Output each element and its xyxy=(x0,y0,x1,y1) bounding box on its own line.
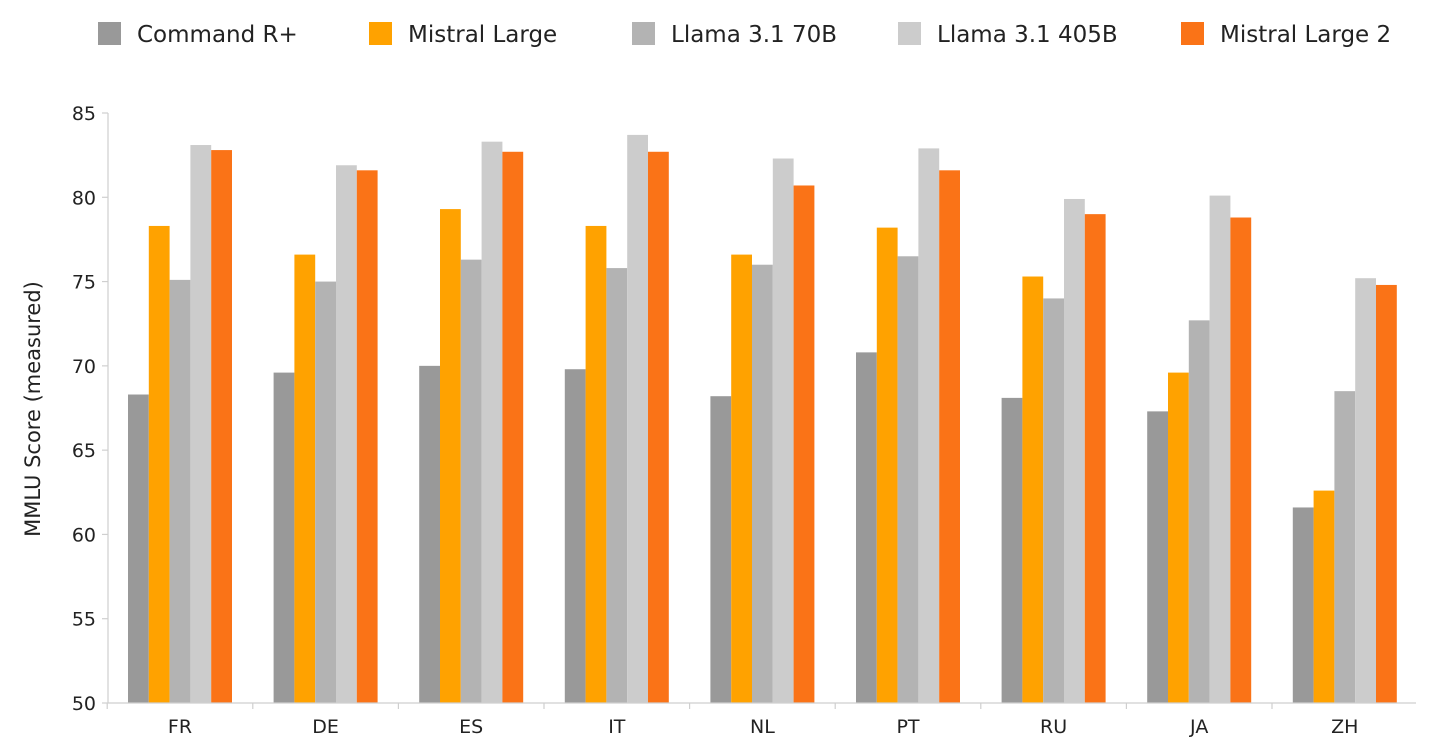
bar-mistral-large-it xyxy=(585,225,607,703)
bar-mistral-large-es xyxy=(440,209,461,704)
bar-llama-3-1-70b-ru xyxy=(1043,298,1064,703)
legend-swatch xyxy=(632,22,655,45)
legend-swatch xyxy=(1181,22,1204,45)
x-tick-label-it: IT xyxy=(608,716,626,738)
legend-item-llama-3-1-405b: Llama 3.1 405B xyxy=(898,22,1118,48)
bar-llama-3-1-70b-it xyxy=(606,268,628,703)
legend-label: Command R+ xyxy=(137,22,298,48)
bar-mistral-large-2-es xyxy=(502,151,524,703)
x-tick-label-ru: RU xyxy=(1040,716,1067,738)
bar-llama-3-1-405b-ja xyxy=(1209,195,1231,703)
legend-swatch xyxy=(98,22,121,45)
bar-command-r-pt xyxy=(856,352,877,703)
bar-mistral-large-2-it xyxy=(648,151,669,703)
y-tick-label: 85 xyxy=(72,103,96,125)
x-tick-label-zh: ZH xyxy=(1331,716,1358,738)
bar-mistral-large-2-fr xyxy=(211,150,232,704)
bar-llama-3-1-70b-ja xyxy=(1188,320,1210,703)
legend-label: Mistral Large xyxy=(408,22,557,48)
y-tick-label: 50 xyxy=(72,693,96,715)
bar-llama-3-1-405b-zh xyxy=(1355,278,1376,703)
legend-item-llama-3-1-70b: Llama 3.1 70B xyxy=(632,22,837,48)
y-tick-label: 70 xyxy=(72,356,96,378)
bar-mistral-large-fr xyxy=(148,225,170,703)
chart-legend: Command R+ Mistral Large Llama 3.1 70B Llam… xyxy=(98,22,1391,48)
bar-llama-3-1-70b-zh xyxy=(1334,391,1356,703)
bar-mistral-large-de xyxy=(294,254,316,703)
bar-llama-3-1-70b-de xyxy=(315,281,336,703)
bar-mistral-large-ja xyxy=(1168,372,1189,703)
bar-mistral-large-zh xyxy=(1313,490,1335,703)
bar-mistral-large-2-zh xyxy=(1376,284,1397,703)
y-tick-label: 55 xyxy=(72,609,96,631)
bar-llama-3-1-70b-nl xyxy=(752,264,773,703)
y-axis-title: MMLU Score (measured) xyxy=(21,281,45,537)
bar-command-r-it xyxy=(564,369,586,703)
bar-llama-3-1-405b-pt xyxy=(918,148,940,703)
bar-command-r-ja xyxy=(1147,411,1168,703)
bar-mistral-large-2-ru xyxy=(1084,214,1106,703)
y-tick-label: 65 xyxy=(72,440,96,462)
x-tick-label-ja: JA xyxy=(1189,716,1208,738)
bar-llama-3-1-405b-ru xyxy=(1064,198,1085,703)
bar-mistral-large-pt xyxy=(876,227,898,703)
bar-mistral-large-2-ja xyxy=(1230,217,1252,703)
bar-mistral-large-ru xyxy=(1022,276,1044,703)
bar-llama-3-1-405b-fr xyxy=(190,145,212,703)
bar-command-r-fr xyxy=(128,394,149,703)
x-axis: FR DE ES IT NL PT RU JA ZH xyxy=(106,702,1416,738)
x-tick-label-es: ES xyxy=(459,716,483,738)
y-axis: 50 55 60 65 70 75 80 85 xyxy=(72,103,109,715)
bar-command-r-ru xyxy=(1001,397,1023,703)
bar-llama-3-1-405b-de xyxy=(336,165,357,703)
bar-command-r-zh xyxy=(1292,507,1314,703)
bar-mistral-large-nl xyxy=(731,254,752,703)
legend-swatch xyxy=(369,22,392,45)
legend-label: Mistral Large 2 xyxy=(1220,22,1391,48)
bar-llama-3-1-405b-it xyxy=(627,134,648,703)
x-tick-label-pt: PT xyxy=(896,716,919,738)
legend-label: Llama 3.1 70B xyxy=(671,22,837,48)
x-tick-label-de: DE xyxy=(312,716,339,738)
bar-command-r-nl xyxy=(710,396,732,703)
bar-llama-3-1-405b-nl xyxy=(772,158,794,703)
legend-item-mistral-large-2: Mistral Large 2 xyxy=(1181,22,1391,48)
bar-llama-3-1-70b-fr xyxy=(169,279,191,703)
bar-command-r-es xyxy=(419,365,440,703)
bar-mistral-large-2-pt xyxy=(939,170,960,704)
bar-command-r-de xyxy=(273,372,295,703)
x-tick-label-nl: NL xyxy=(750,716,775,738)
legend-label: Llama 3.1 405B xyxy=(937,22,1118,48)
legend-swatch xyxy=(898,22,921,45)
bars-group xyxy=(128,134,1397,704)
legend-item-command-r: Command R+ xyxy=(98,22,298,48)
y-tick-label: 80 xyxy=(72,187,96,209)
legend-item-mistral-large: Mistral Large xyxy=(369,22,557,48)
x-tick-label-fr: FR xyxy=(168,716,192,738)
y-tick-label: 60 xyxy=(72,524,96,546)
bar-mistral-large-2-de xyxy=(356,170,378,704)
bar-llama-3-1-70b-pt xyxy=(897,256,919,703)
bar-mistral-large-2-nl xyxy=(793,185,815,703)
bar-llama-3-1-405b-es xyxy=(481,141,503,703)
y-tick-label: 75 xyxy=(72,272,96,294)
bar-llama-3-1-70b-es xyxy=(460,259,482,703)
